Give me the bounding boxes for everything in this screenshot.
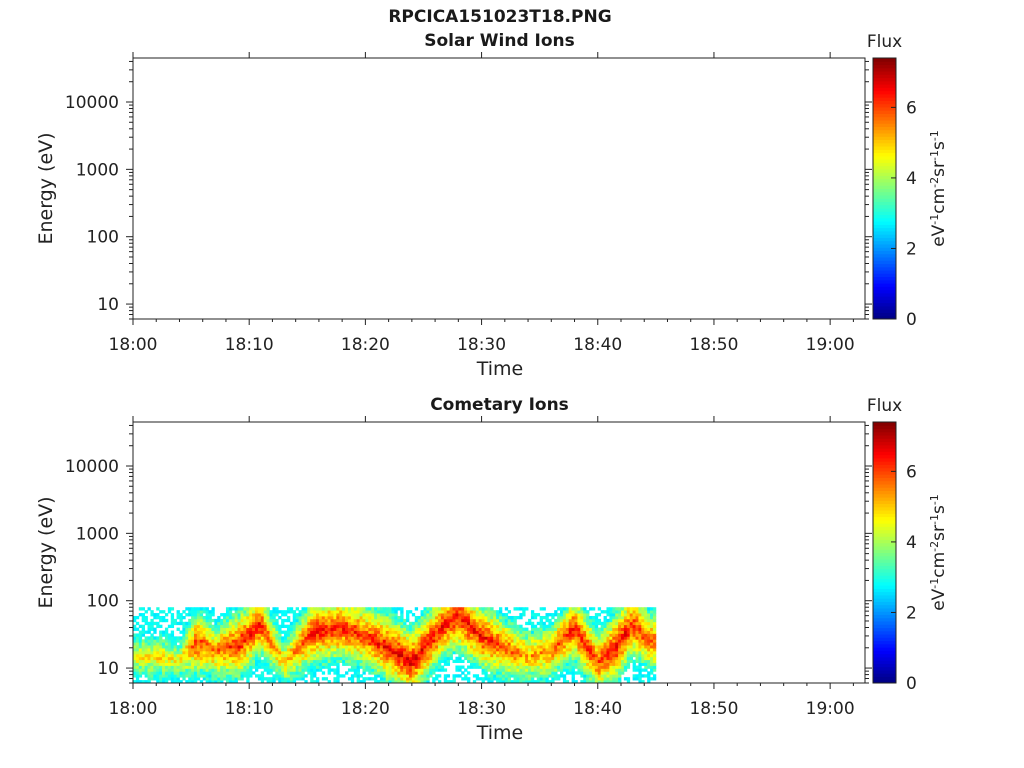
colorbar-tick-label: 6 xyxy=(906,462,917,482)
plot-frame xyxy=(132,57,866,320)
y-tick-label: 1000 xyxy=(76,160,119,180)
x-axis-label: Time xyxy=(476,358,524,380)
x-tick-label: 18:50 xyxy=(689,335,738,355)
x-tick-label: 18:30 xyxy=(457,699,506,719)
x-tick-label: 18:40 xyxy=(573,699,622,719)
x-tick-label: 19:00 xyxy=(806,699,855,719)
panel-title-cometary: Cometary Ions xyxy=(430,395,569,415)
colorbar-unit-label: eV-1cm-2sr-1s-1 xyxy=(928,494,949,611)
x-tick-label: 18:30 xyxy=(457,335,506,355)
colorbar-title: Flux xyxy=(867,396,902,416)
x-tick-label: 18:20 xyxy=(341,335,390,355)
colorbar: 0 2 4 6 Flux eV-1cm-2sr-1s-1 xyxy=(867,396,949,694)
y-tick-label: 10 xyxy=(97,295,119,315)
x-axis-label: Time xyxy=(476,722,524,744)
x-tick-label: 18:00 xyxy=(109,335,158,355)
x-tick-label: 18:10 xyxy=(225,335,274,355)
colorbar-title: Flux xyxy=(867,32,902,52)
x-tick-label: 18:40 xyxy=(573,335,622,355)
x-tick-label: 19:00 xyxy=(806,335,855,355)
x-tick-label: 18:00 xyxy=(109,699,158,719)
y-tick-label: 10000 xyxy=(65,93,119,113)
colorbar-tick-label: 4 xyxy=(906,169,917,189)
colorbar-unit-label: eV-1cm-2sr-1s-1 xyxy=(928,130,949,247)
colorbar: 0 2 4 6 Flux eV-1cm-2sr-1s-1 xyxy=(867,32,949,330)
panel-1: 18:00 18:10 18:20 18:30 18:40 18:50 19:00 Time 1… xyxy=(35,396,949,744)
colorbar-tick-label: 0 xyxy=(906,674,917,694)
figure-title: RPCICA151023T18.PNG xyxy=(388,7,612,27)
colorbar-tick-label: 4 xyxy=(906,533,917,553)
y-axis-label: Energy (eV) xyxy=(35,496,57,608)
y-tick-label: 10 xyxy=(97,659,119,679)
x-tick-label: 18:10 xyxy=(225,699,274,719)
x-tick-label: 18:50 xyxy=(689,699,738,719)
colorbar-tick-label: 0 xyxy=(906,310,917,330)
plot-frame xyxy=(132,421,866,684)
y-tick-label: 10000 xyxy=(65,457,119,477)
panel-title-solar-wind: Solar Wind Ions xyxy=(424,31,575,51)
x-tick-label: 18:20 xyxy=(341,699,390,719)
y-tick-label: 1000 xyxy=(76,524,119,544)
y-axis-label: Energy (eV) xyxy=(35,132,57,244)
y-tick-label: 100 xyxy=(87,228,119,248)
panel-0: 18:00 18:10 18:20 18:30 18:40 18:50 19:00 Time 1… xyxy=(35,32,949,380)
colorbar-tick-label: 2 xyxy=(906,603,917,623)
y-tick-label: 100 xyxy=(87,592,119,612)
spectrogram xyxy=(133,607,657,684)
colorbar-tick-label: 2 xyxy=(906,239,917,259)
colorbar-tick-label: 6 xyxy=(906,98,917,118)
